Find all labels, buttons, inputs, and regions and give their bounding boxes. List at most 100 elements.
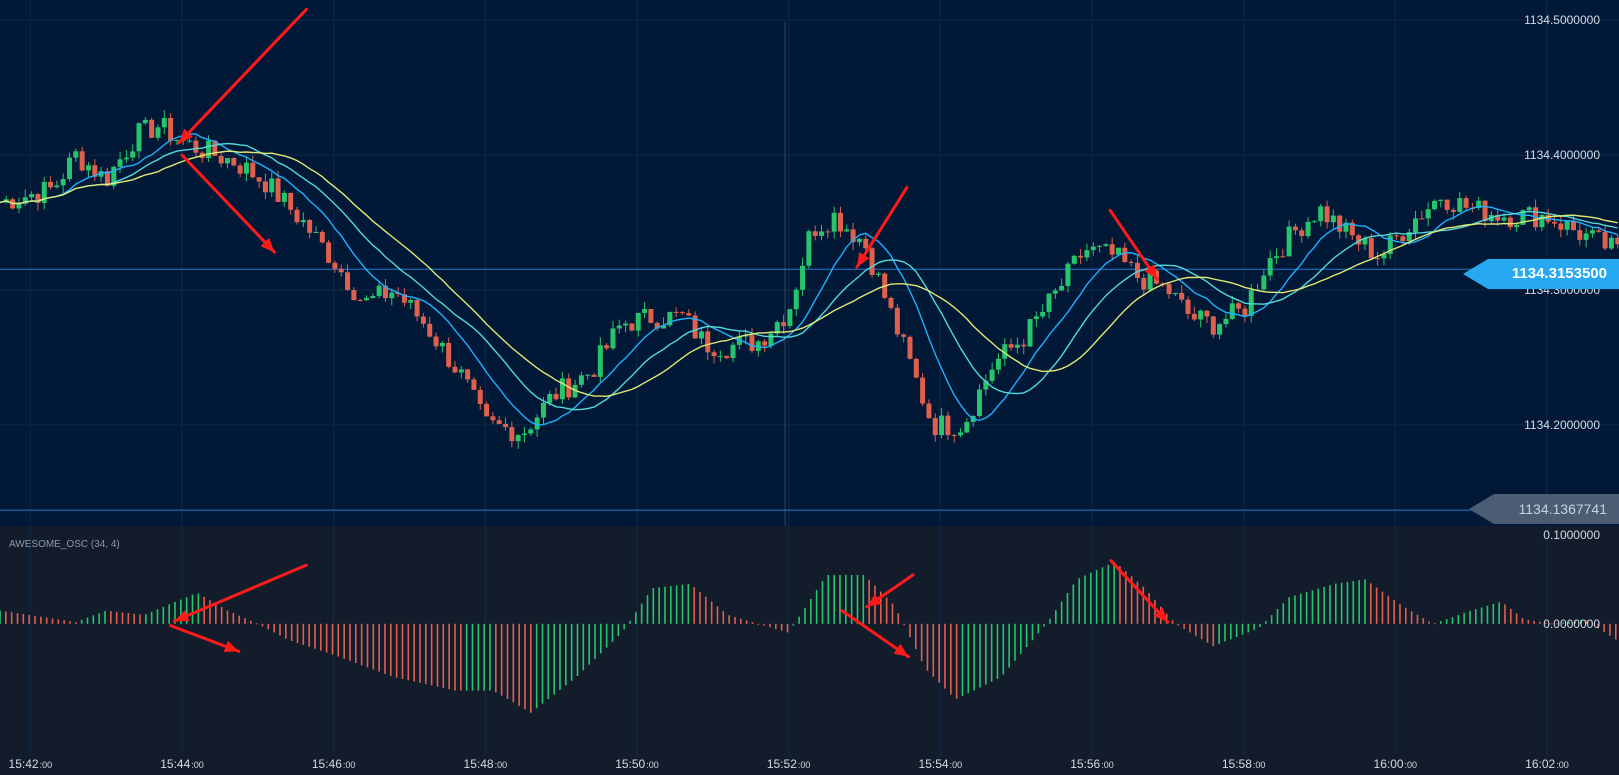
oscillator-bar (541, 623, 544, 704)
oscillator-bar (296, 623, 299, 643)
oscillator-bar (314, 623, 316, 649)
candle-body (29, 194, 35, 198)
candle-body (1583, 233, 1589, 240)
candle-body (1438, 199, 1444, 201)
oscillator-bar (1469, 610, 1471, 624)
candle-body (1014, 344, 1020, 348)
candle-body (224, 158, 230, 164)
oscillator-bar (104, 610, 106, 624)
oscillator-bar (1230, 623, 1232, 640)
candle-body (856, 238, 862, 243)
oscillator-bar (191, 594, 194, 624)
candle-body (749, 335, 755, 351)
oscillator-bar (238, 615, 240, 624)
oscillator-bar (751, 622, 754, 624)
candle-body (427, 323, 433, 337)
candle-body (250, 162, 256, 178)
candle-body (1185, 299, 1191, 314)
candle-body (800, 265, 806, 290)
oscillator-bar (1037, 623, 1040, 634)
oscillator-bar (1334, 583, 1337, 624)
arrow-shaft (177, 7, 308, 145)
candle-body (67, 157, 73, 180)
candle-body (989, 369, 995, 381)
time-axis-hour: 15:52 (767, 757, 797, 771)
oscillator-bar (920, 623, 923, 662)
candle-body (313, 231, 319, 233)
candle-body (345, 272, 351, 291)
candle-body (1564, 220, 1570, 230)
oscillator-bar (34, 615, 36, 624)
candle-body (1248, 290, 1254, 316)
candle-body (1191, 313, 1197, 320)
oscillator-bar (1463, 612, 1465, 624)
candle-body (654, 322, 660, 329)
oscillator-bar (0, 610, 1, 624)
oscillator-bar (413, 623, 415, 682)
oscillator-bar (909, 623, 911, 638)
oscillator-bar (1509, 608, 1512, 624)
candle-body (1608, 237, 1614, 249)
oscillator-bar (1259, 623, 1261, 628)
oscillator-bar (664, 586, 666, 624)
arrow-head (174, 610, 190, 622)
oscillator-bar (553, 623, 555, 695)
oscillator-bar (1381, 591, 1384, 624)
oscillator-bar (1556, 623, 1559, 625)
oscillator-bar (448, 623, 450, 690)
time-axis-hour: 15:50 (615, 757, 645, 771)
oscillator-bar (547, 623, 550, 700)
candle-body (1273, 256, 1279, 259)
candle-body (79, 151, 85, 171)
oscillator-bar (425, 623, 427, 685)
candle-body (1362, 238, 1368, 245)
oscillator-bar (255, 623, 258, 625)
candle-body (117, 159, 123, 167)
candle-body (1394, 235, 1400, 237)
candle-body (1507, 217, 1513, 228)
arrow-head (1144, 264, 1158, 280)
candle-body (528, 429, 534, 434)
oscillator-bar (419, 623, 421, 683)
time-axis-seconds: :00 (495, 760, 508, 770)
oscillator-bar (1195, 623, 1197, 636)
oscillator-bar (442, 623, 445, 688)
time-axis-label: 15:50:00 (615, 757, 659, 771)
oscillator-bar (640, 603, 643, 624)
candle-body (863, 238, 869, 249)
oscillator-bar (897, 613, 900, 624)
candle-body (155, 127, 161, 138)
candle-body (831, 212, 837, 232)
oscillator-bar (1072, 584, 1075, 624)
candle-body (1324, 206, 1330, 223)
oscillator-bar (63, 620, 65, 624)
arrow-osc-cross-right (1109, 559, 1170, 624)
grid-lines (0, 0, 1619, 755)
candle-body (642, 309, 648, 313)
oscillator-bar (1597, 623, 1600, 629)
candle-body (484, 403, 490, 417)
candle-body (1134, 262, 1140, 278)
oscillator-bar (1486, 605, 1489, 624)
oscillator-bar (1288, 597, 1290, 624)
oscillator-bar (658, 587, 660, 624)
candle-body (142, 119, 148, 124)
candle-body (1280, 256, 1286, 258)
candle-body (635, 312, 641, 331)
oscillator-bar (185, 597, 188, 624)
oscillator-bar (1218, 623, 1220, 644)
candle-body (945, 415, 951, 435)
candle-body (1602, 231, 1608, 249)
oscillator-bar (1270, 615, 1273, 624)
oscillator-bar (395, 623, 398, 678)
candle-body (41, 181, 47, 203)
candle-body (212, 140, 218, 156)
oscillator-bar (92, 615, 95, 624)
oscillator-bar (740, 618, 742, 624)
oscillator-bar (302, 623, 305, 645)
oscillator-bar (1002, 623, 1005, 675)
candle-body (1305, 221, 1311, 237)
candle-body (958, 432, 964, 436)
